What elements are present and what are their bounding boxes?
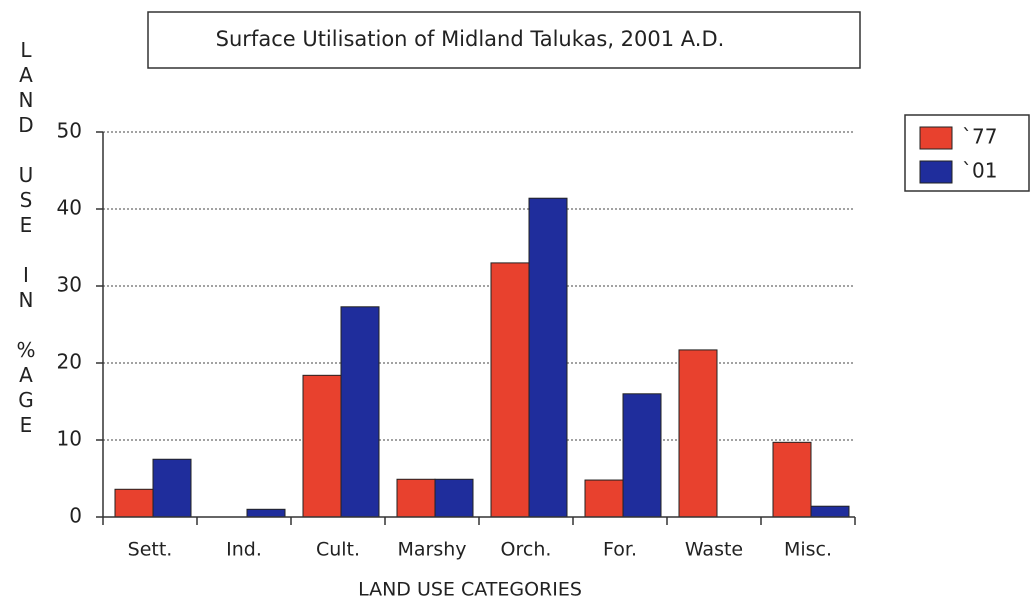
- bar: [528, 197, 568, 518]
- bar: [434, 478, 474, 518]
- y-tick-label: 40: [57, 196, 82, 220]
- bar: [114, 488, 154, 518]
- legend-label: `77: [962, 125, 997, 149]
- bar: [772, 441, 812, 518]
- legend-swatch: [919, 126, 953, 150]
- x-tick-label: Sett.: [128, 539, 173, 561]
- x-axis-label: LAND USE CATEGORIES: [358, 579, 582, 601]
- chart-title: Surface Utilisation of Midland Talukas, …: [216, 27, 725, 51]
- y-tick-label: 10: [57, 427, 82, 451]
- bar: [302, 374, 342, 518]
- x-tick-label: Orch.: [501, 539, 552, 561]
- bar: [584, 479, 624, 518]
- y-tick-label: 20: [57, 350, 82, 374]
- y-tick-label: 30: [57, 273, 82, 297]
- bar: [152, 458, 192, 518]
- y-tick-label: 0: [69, 504, 82, 528]
- x-tick-label: Misc.: [784, 539, 832, 561]
- bar: [246, 508, 286, 518]
- title-box: [147, 11, 861, 69]
- bar: [340, 306, 380, 518]
- bar: [678, 349, 718, 518]
- bar: [490, 262, 530, 518]
- legend-label: `01: [962, 159, 997, 183]
- x-tick-label: For.: [603, 539, 637, 561]
- bar: [810, 505, 850, 518]
- y-tick-label: 50: [57, 119, 82, 143]
- bar: [622, 393, 662, 518]
- y-axis-label: LAND USE IN %AGE: [14, 38, 38, 438]
- legend-swatch: [919, 160, 953, 184]
- x-tick-label: Waste: [685, 539, 743, 561]
- x-tick-label: Marshy: [397, 539, 466, 561]
- x-tick-label: Cult.: [316, 539, 360, 561]
- bar: [396, 478, 436, 518]
- x-tick-label: Ind.: [226, 539, 262, 561]
